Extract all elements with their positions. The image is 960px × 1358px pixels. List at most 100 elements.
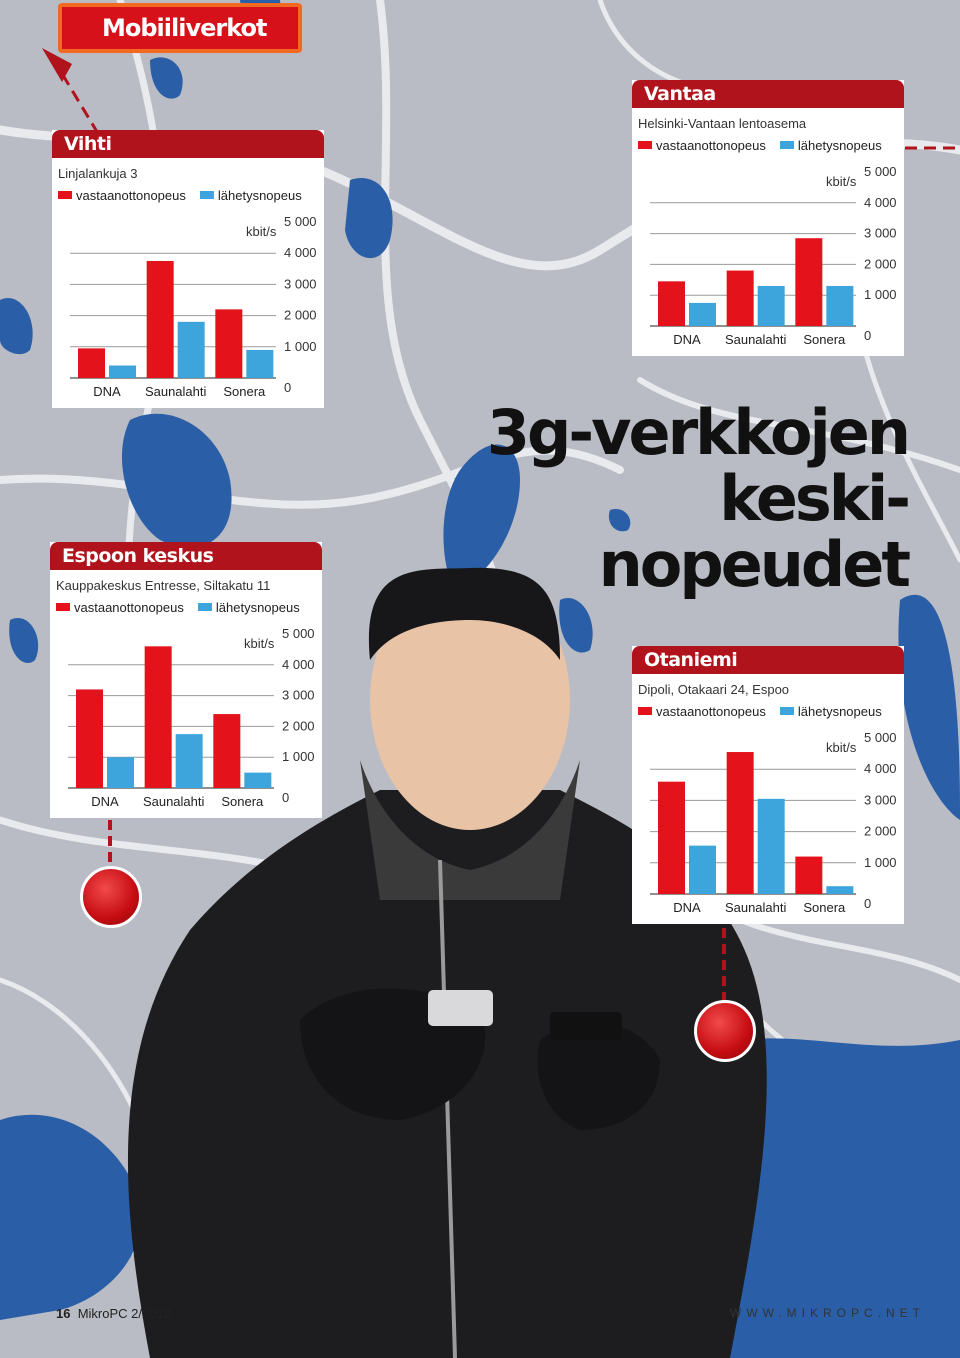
y-axis-unit: kbit/s: [826, 174, 857, 189]
legend: vastaanottonopeus lähetysnopeus: [58, 188, 316, 203]
bar-saunalahti-upload: [177, 321, 205, 378]
legend-label: lähetysnopeus: [215, 600, 300, 615]
panel-subtitle: Linjalankuja 3: [58, 166, 138, 181]
legend-label: vastaanottonopeus: [656, 704, 766, 719]
bar-sonera-upload: [244, 772, 272, 788]
y-tick-label: 0: [284, 380, 291, 395]
panel-title: Vihti: [52, 130, 324, 158]
y-tick-label: 1 000: [864, 855, 897, 870]
legend-label: lähetysnopeus: [797, 138, 882, 153]
headline-line-2: keski-: [719, 462, 911, 535]
x-category-label: DNA: [93, 384, 121, 399]
y-tick-label: 3 000: [284, 276, 317, 291]
y-tick-label: 4 000: [864, 761, 897, 776]
chart-panel-otaniemi: Otaniemi Dipoli, Otakaari 24, Espoo vastaa…: [632, 646, 904, 924]
y-tick-label: 3 000: [864, 792, 897, 807]
y-axis-unit: kbit/s: [246, 224, 277, 239]
panel-title: Otaniemi: [632, 646, 904, 674]
legend-item-upload: lähetysnopeus: [779, 704, 882, 719]
legend: vastaanottonopeus lähetysnopeus: [638, 138, 896, 153]
legend-swatch: [779, 707, 794, 715]
y-tick-label: 0: [282, 790, 289, 805]
legend-item-upload: lähetysnopeus: [197, 600, 300, 615]
x-category-label: Saunalahti: [725, 900, 787, 915]
bar-saunalahti-download: [726, 270, 754, 326]
footer-url: WWW.MIKROPC.NET: [730, 1306, 925, 1320]
panel-subtitle: Dipoli, Otakaari 24, Espoo: [638, 682, 790, 697]
pin-line-otaniemi: [722, 928, 726, 1008]
y-tick-label: 5 000: [284, 214, 317, 229]
y-tick-label: 3 000: [282, 688, 315, 703]
panel-title: Vantaa: [632, 80, 904, 108]
headline: 3g-verkkojen keski- nopeudet: [486, 396, 911, 601]
y-tick-label: 5 000: [864, 164, 897, 179]
bar-sonera-download: [213, 714, 241, 788]
legend-item-upload: lähetysnopeus: [779, 138, 882, 153]
bar-sonera-upload: [246, 349, 274, 378]
legend-label: lähetysnopeus: [797, 704, 882, 719]
bar-dna-download: [78, 348, 105, 378]
x-category-label: Sonera: [803, 900, 846, 915]
chart-panel-espoo: Espoon keskus Kauppakeskus Entresse, Silt…: [50, 542, 322, 818]
panel-subtitle: Kauppakeskus Entresse, Siltakatu 11: [56, 578, 271, 593]
bar-saunalahti-upload: [757, 798, 785, 894]
bar-chart: 0 1 000 2 000 3 000 4 000 5 000 DNA Saunalahti S…: [650, 730, 897, 915]
y-tick-label: 5 000: [282, 626, 315, 641]
magazine-issue: MikroPC 2/2012: [77, 1306, 171, 1321]
bar-dna-download: [76, 689, 103, 788]
y-tick-label: 1 000: [282, 749, 315, 764]
legend-swatch: [58, 191, 72, 199]
legend-label: lähetysnopeus: [217, 188, 302, 203]
bar-sonera-upload: [826, 886, 854, 894]
chart-panel-vantaa: Vantaa Helsinki-Vantaan lentoasema vastaan…: [632, 80, 904, 356]
legend-item-download: vastaanottonopeus: [58, 188, 186, 203]
y-tick-label: 3 000: [864, 226, 897, 241]
page-number: 16: [56, 1306, 71, 1321]
x-category-label: Sonera: [223, 384, 266, 399]
section-tag: Mobiiliverkot: [58, 3, 302, 53]
bar-dna-upload: [107, 757, 134, 788]
panel-title: Espoon keskus: [50, 542, 322, 570]
x-category-label: DNA: [673, 900, 701, 915]
y-tick-label: 2 000: [282, 718, 315, 733]
footer-left: 16 MikroPC 2/2012: [56, 1306, 171, 1321]
y-tick-label: 4 000: [282, 657, 315, 672]
y-tick-label: 1 000: [864, 287, 897, 302]
legend-label: vastaanottonopeus: [76, 188, 186, 203]
location-pin-otaniemi: [694, 1000, 756, 1062]
bar-chart: 0 1 000 2 000 3 000 4 000 5 000 DNA Saunalahti S…: [68, 626, 315, 809]
y-tick-label: 2 000: [864, 824, 897, 839]
bar-saunalahti-upload: [175, 734, 203, 788]
bar-dna-upload: [109, 365, 136, 378]
legend: vastaanottonopeus lähetysnopeus: [638, 704, 896, 719]
bar-dna-download: [658, 281, 685, 326]
x-category-label: DNA: [91, 794, 119, 809]
bar-saunalahti-upload: [757, 285, 785, 326]
y-tick-label: 4 000: [284, 245, 317, 260]
y-tick-label: 0: [864, 328, 871, 343]
legend-swatch: [199, 191, 214, 199]
bar-sonera-upload: [826, 285, 854, 326]
bar-sonera-download: [795, 238, 823, 326]
y-axis-unit: kbit/s: [244, 636, 275, 651]
y-tick-label: 5 000: [864, 730, 897, 745]
chart-panel-vihti: Vihti Linjalankuja 3 vastaanottonopeus lähe…: [52, 130, 324, 408]
bar-sonera-download: [215, 309, 243, 378]
bar-sonera-download: [795, 856, 823, 894]
bar-dna-download: [658, 781, 685, 894]
y-tick-label: 2 000: [864, 256, 897, 271]
legend-item-upload: lähetysnopeus: [199, 188, 302, 203]
legend-swatch: [779, 141, 794, 149]
legend-swatch: [56, 603, 70, 611]
x-category-label: Saunalahti: [145, 384, 207, 399]
x-category-label: Saunalahti: [143, 794, 205, 809]
y-tick-label: 2 000: [284, 308, 317, 323]
bar-saunalahti-download: [726, 752, 754, 894]
bar-chart: 0 1 000 2 000 3 000 4 000 5 000 DNA Saunalahti S…: [650, 164, 897, 347]
headline-line-3: nopeudet: [598, 528, 911, 601]
x-category-label: Sonera: [221, 794, 264, 809]
bar-dna-upload: [689, 845, 716, 894]
headline-line-1: 3g-verkkojen: [486, 396, 911, 469]
legend: vastaanottonopeus lähetysnopeus: [56, 600, 314, 615]
